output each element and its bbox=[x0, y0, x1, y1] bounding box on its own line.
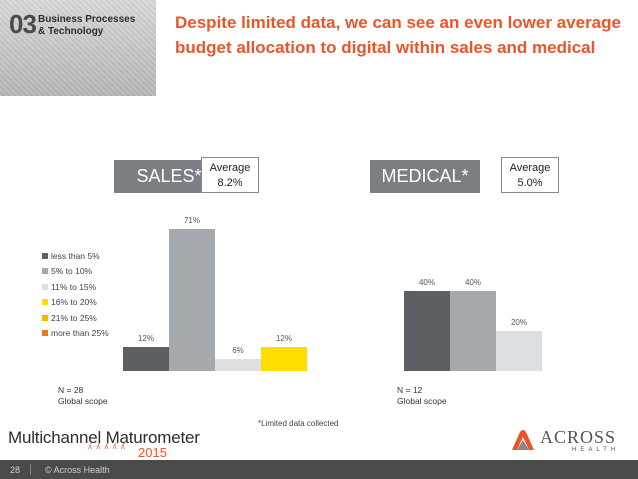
chart-legend: less than 5% 5% to 10% 11% to 15% 16% to 20… bbox=[42, 248, 109, 341]
sales-average-box: Average 8.2% bbox=[201, 157, 259, 193]
legend-swatch bbox=[42, 330, 48, 337]
sales-bar-3 bbox=[261, 347, 307, 371]
legend-swatch bbox=[42, 252, 48, 259]
legend-swatch bbox=[42, 283, 48, 290]
maturometer-logo-text: Multichannel Maturometer bbox=[8, 428, 200, 447]
legend-swatch bbox=[42, 268, 48, 275]
sales-bar-label-3: 12% bbox=[276, 334, 292, 343]
medical-panel-label: MEDICAL* bbox=[370, 160, 480, 193]
across-wordmark: ACROSS bbox=[540, 427, 617, 447]
legend-label: 5% to 10% bbox=[51, 266, 93, 277]
across-health-logo: ACROSS HEALTH bbox=[510, 426, 630, 456]
legend-swatch bbox=[42, 299, 48, 306]
legend-item: 21% to 25% bbox=[42, 310, 109, 326]
sales-bar-label-0: 12% bbox=[138, 334, 154, 343]
page-number: 28 bbox=[9, 464, 20, 475]
sales-bar-0 bbox=[123, 347, 169, 371]
section-badge: 03 Business Processes & Technology bbox=[0, 0, 156, 96]
medical-bar-1 bbox=[450, 291, 496, 371]
section-label: Business Processes & Technology bbox=[38, 14, 135, 38]
medical-sample-note: N = 12 Global scope bbox=[397, 385, 447, 407]
legend-swatch bbox=[42, 314, 48, 321]
medical-bar-label-0: 40% bbox=[419, 278, 435, 287]
sales-scope: Global scope bbox=[58, 396, 108, 406]
legend-item: 11% to 15% bbox=[42, 279, 109, 295]
sales-sample-note: N = 28 Global scope bbox=[58, 385, 108, 407]
medical-scope: Global scope bbox=[397, 396, 447, 406]
legend-label: 21% to 25% bbox=[51, 312, 97, 323]
sales-bar-1 bbox=[169, 229, 215, 371]
medical-bar-2 bbox=[496, 331, 542, 371]
medical-average-label: Average bbox=[509, 162, 551, 174]
footnote: *Limited data collected bbox=[258, 419, 339, 428]
section-number: 03 bbox=[9, 9, 37, 39]
medical-average-value: 5.0% bbox=[517, 177, 543, 189]
medical-n-count: N = 12 bbox=[397, 385, 423, 395]
across-arch-icon bbox=[512, 430, 534, 450]
sales-average-value: 8.2% bbox=[217, 177, 243, 189]
legend-item: 16% to 20% bbox=[42, 295, 109, 311]
legend-label: more than 25% bbox=[51, 328, 109, 339]
maturometer-figures-icon: ʎ ʎ ʎ ʎ ʎ bbox=[88, 442, 126, 451]
sales-n-count: N = 28 bbox=[58, 385, 84, 395]
health-wordmark: HEALTH bbox=[572, 447, 620, 453]
footer-divider bbox=[30, 464, 31, 475]
medical-bar-label-2: 20% bbox=[511, 318, 527, 327]
legend-label: less than 5% bbox=[51, 250, 100, 261]
medical-bar-label-1: 40% bbox=[465, 278, 481, 287]
sales-bar-label-1: 71% bbox=[184, 216, 200, 225]
legend-item: 5% to 10% bbox=[42, 264, 109, 280]
sales-bar-label-2: 6% bbox=[232, 346, 244, 355]
sales-average-label: Average bbox=[209, 162, 251, 174]
footer-bar: 28 © Across Health bbox=[0, 460, 638, 479]
section-label-line2: & Technology bbox=[38, 26, 104, 37]
legend-item: less than 5% bbox=[42, 248, 109, 264]
maturometer-logo-year: 2015 bbox=[138, 445, 167, 460]
legend-label: 16% to 20% bbox=[51, 297, 97, 308]
copyright: © Across Health bbox=[45, 464, 110, 475]
medical-average-box: Average 5.0% bbox=[501, 157, 559, 193]
section-label-line1: Business Processes bbox=[38, 14, 136, 25]
page-title: Despite limited data, we can see an even… bbox=[175, 13, 621, 57]
medical-bar-0 bbox=[404, 291, 450, 371]
sales-bar-2 bbox=[215, 359, 261, 371]
legend-label: 11% to 15% bbox=[51, 281, 97, 292]
legend-item: more than 25% bbox=[42, 326, 109, 342]
